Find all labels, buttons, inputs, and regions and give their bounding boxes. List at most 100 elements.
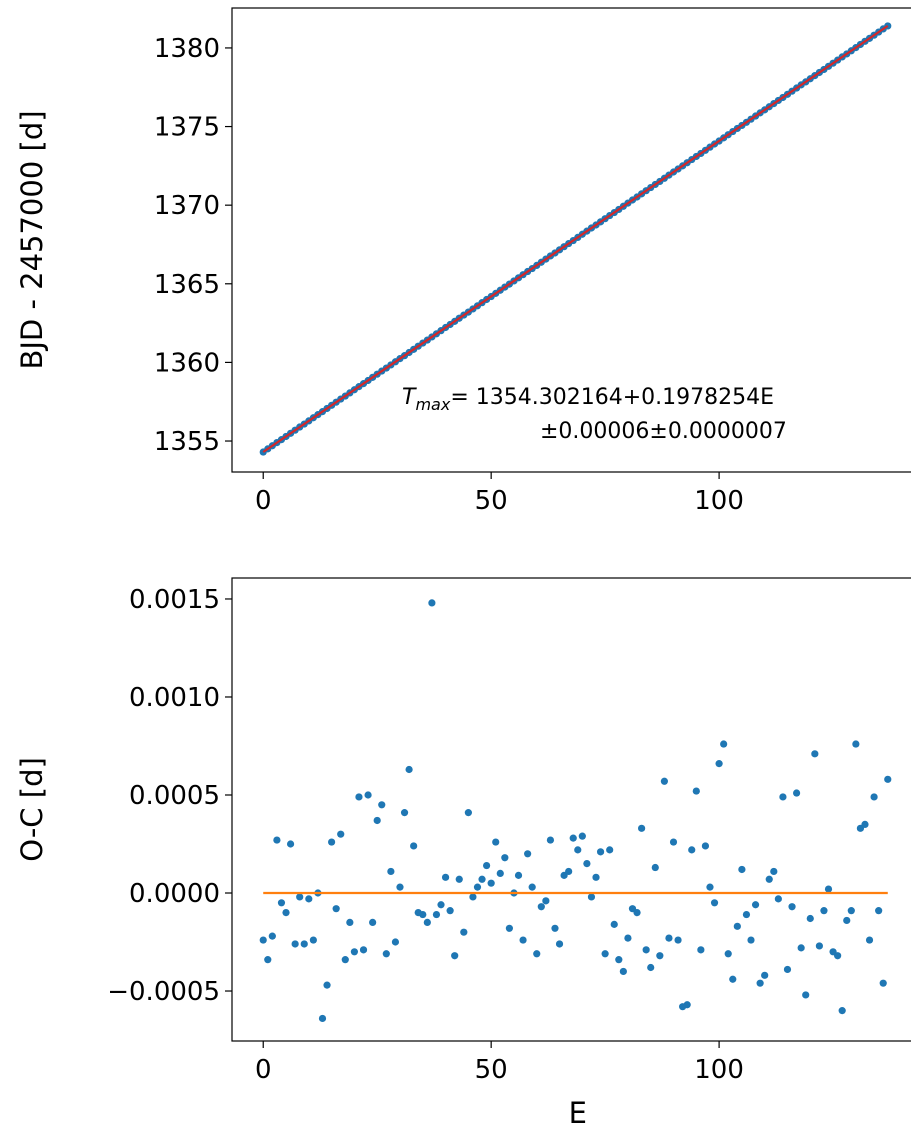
data-point [774,895,782,903]
data-point [423,918,431,927]
data-point [542,897,550,905]
data-point [528,883,536,891]
data-point [797,944,805,952]
data-point [587,893,596,901]
data-point [692,787,700,795]
data-point [674,936,682,944]
data-point [792,789,801,797]
y-tick-label: 1360 [154,348,220,378]
data-point [761,971,769,979]
data-point [834,952,842,960]
data-point [583,860,591,868]
annotation-text: = 1354.302164+0.1978254E [450,385,774,410]
data-point [578,832,586,840]
data-point [387,867,395,876]
y-tick-label: 1370 [154,191,220,221]
data-point [633,909,641,917]
data-point [688,846,696,854]
data-point [733,922,741,930]
data-point [715,760,723,768]
data-point [341,956,349,964]
data-point [533,950,541,958]
data-point [592,873,600,881]
data-point [487,879,495,887]
data-point [765,875,773,883]
data-point [596,848,605,856]
data-point [619,967,627,976]
data-point [350,948,359,956]
data-point [432,910,441,919]
y-tick-label: 1365 [154,270,220,300]
data-point [642,946,650,954]
data-point [296,893,304,901]
data-point [337,830,345,838]
data-point [747,936,755,944]
data-point [382,950,390,958]
data-point [451,952,459,960]
data-point [410,842,418,850]
y-tick-label: 1380 [154,34,220,64]
data-point [751,901,760,909]
data-point [724,950,732,958]
x-tick-label: 50 [475,486,508,516]
data-point [396,883,404,891]
data-point [788,903,796,911]
data-point [460,928,468,936]
data-point [455,875,463,883]
data-point [701,842,710,850]
data-point [651,863,659,872]
data-point [606,846,614,854]
data-point [492,838,500,846]
data-point [638,824,646,832]
y-tick-label: 0.0015 [129,585,220,615]
y-tick-label: 1355 [154,427,220,457]
data-point [364,791,372,799]
y-axis-label: BJD - 2457000 [d] [15,110,49,369]
x-tick-label: 0 [255,486,272,516]
annotation-subscript: max [415,395,450,414]
data-point [291,940,299,948]
y-tick-label: 0.0005 [129,781,220,811]
data-point [400,809,409,817]
x-tick-label: 100 [694,1055,744,1085]
y-tick-label: −0.0005 [107,977,220,1007]
data-point [665,934,673,942]
y-tick-label: 0.0010 [129,683,220,713]
data-point [756,979,764,987]
data-point [615,956,623,964]
data-point [656,952,664,960]
data-point [551,924,559,932]
data-point [391,938,400,946]
y-tick-label: 0.0000 [129,879,220,909]
x-tick-label: 100 [694,486,744,516]
data-point [852,740,860,748]
data-point [565,867,573,876]
data-point [624,934,632,942]
plot-area [259,22,892,456]
axes-frame [231,7,911,473]
data-point [519,936,527,944]
data-point [268,932,276,940]
data-point [683,1001,691,1009]
data-point [441,873,450,881]
data-point [286,840,295,848]
data-point [601,950,609,958]
data-point [332,905,340,913]
data-point [405,765,413,774]
data-point [428,599,436,607]
data-point [373,816,381,825]
data-point [282,909,290,917]
data-point [779,793,787,801]
data-point [884,775,892,783]
annotation-error: ±0.00006±0.0000007 [540,419,787,444]
data-point [478,875,486,883]
data-point [259,936,267,944]
data-point [879,979,887,987]
data-point [669,838,678,846]
data-point [501,854,509,862]
data-point [469,893,477,901]
data-point [318,1014,327,1023]
data-point [328,838,336,846]
data-point [875,907,883,915]
